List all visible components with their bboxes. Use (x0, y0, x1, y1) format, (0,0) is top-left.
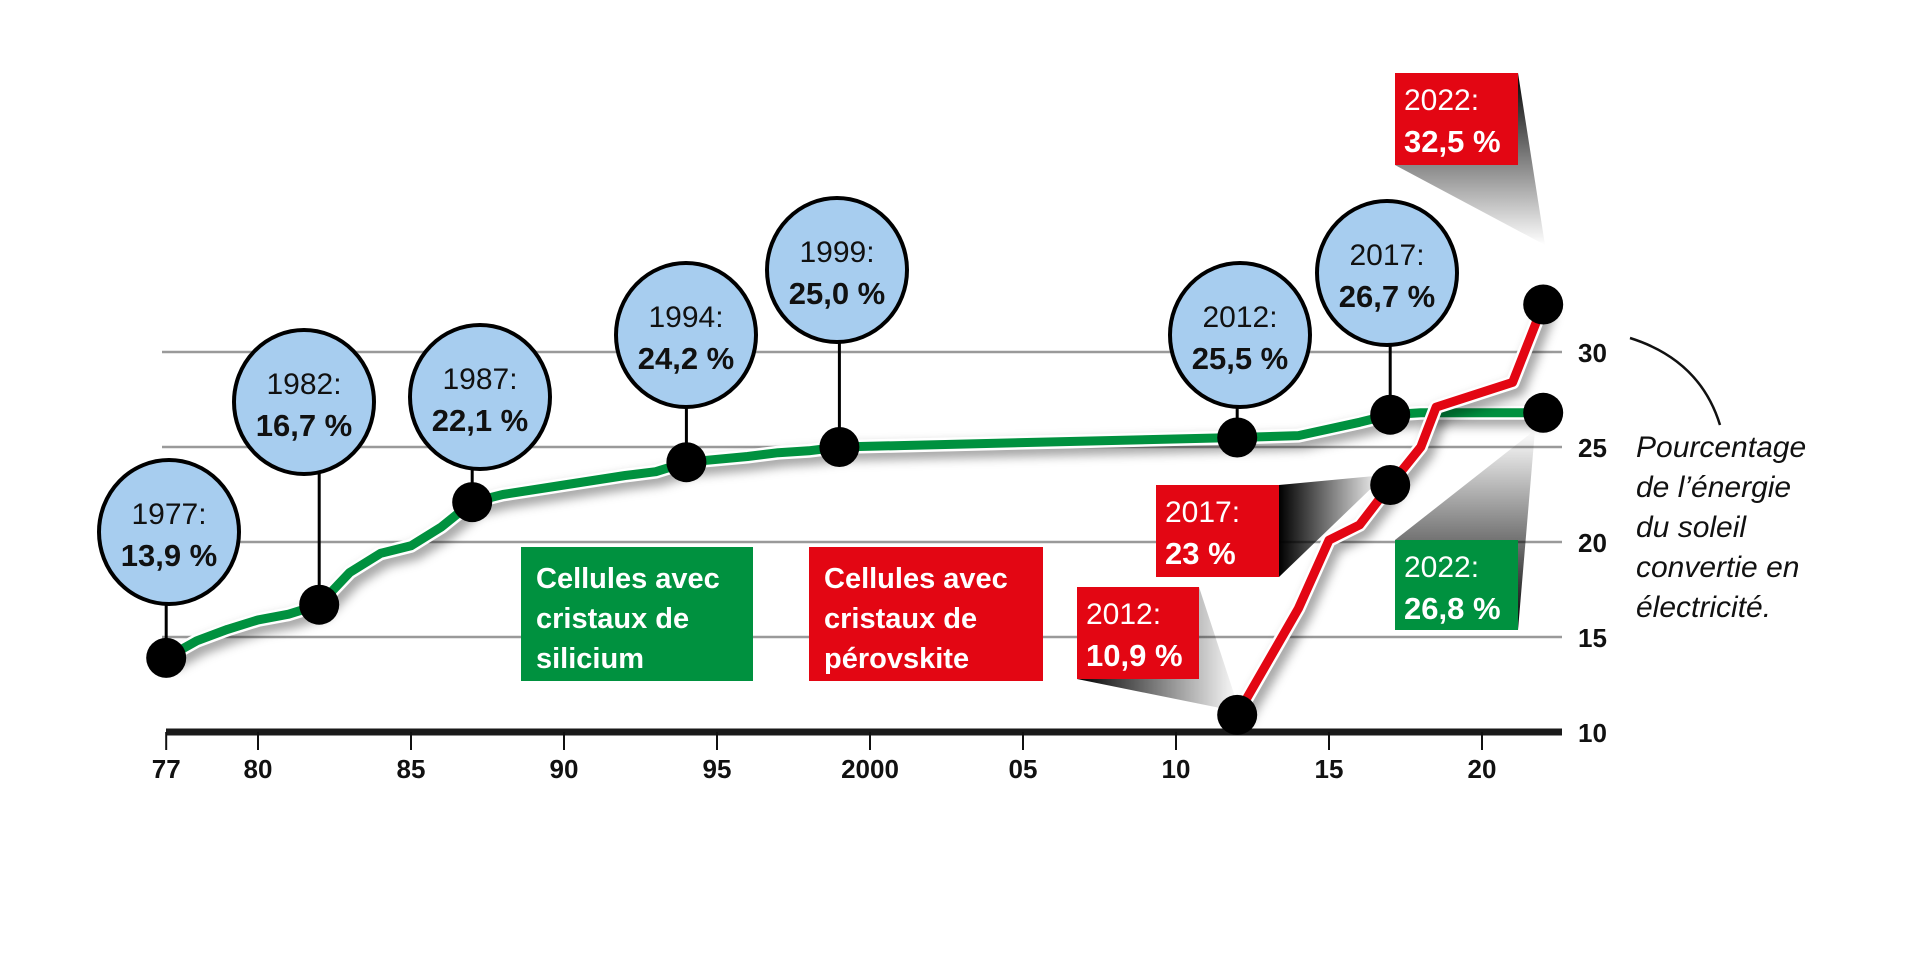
x-tick-label: 95 (703, 754, 732, 784)
data-points (146, 284, 1564, 735)
bubble-value: 16,7 % (256, 408, 353, 443)
legend-perovskite: Cellules avec cristaux de pérovskite (809, 547, 1043, 681)
callout-value: 32,5 % (1404, 124, 1501, 159)
callout-box (1077, 587, 1199, 679)
y-axis: 10 15 20 25 30 (1578, 338, 1607, 748)
y-tick-label: 25 (1578, 433, 1607, 463)
data-point (1523, 284, 1564, 325)
legend-perovskite-line: Cellules avec (824, 563, 1008, 595)
x-tick-label: 10 (1162, 754, 1191, 784)
bubble-year: 1999: (799, 236, 874, 269)
callout-value: 26,8 % (1404, 591, 1501, 626)
x-axis: 77 80 85 90 95 2000 05 10 15 20 (152, 732, 1497, 784)
annotation-line: électricité. (1636, 591, 1771, 624)
callout-year: 2022: (1404, 84, 1479, 117)
series-line-silicium (164, 408, 1544, 662)
bubble-value: 13,9 % (121, 538, 218, 573)
x-tick-label: 15 (1315, 754, 1344, 784)
x-tick-label: 20 (1468, 754, 1497, 784)
y-tick-label: 15 (1578, 623, 1607, 653)
bubble-value: 25,0 % (789, 276, 886, 311)
callout-year: 2012: (1086, 598, 1161, 631)
y-axis-annotation: Pourcentage de l’énergie du soleil conve… (1629, 336, 1806, 624)
data-point (819, 427, 860, 467)
bubble-value: 24,2 % (638, 341, 735, 376)
x-tick-label: 85 (397, 754, 426, 784)
bubble-year: 1977: (131, 498, 206, 531)
callout-year: 2017: (1165, 496, 1240, 529)
annotation-line: convertie en (1636, 551, 1799, 584)
y-tick-label: 30 (1578, 338, 1607, 368)
annotation-line: Pourcentage (1636, 431, 1806, 464)
bubble (97, 458, 241, 606)
annotation-arrow (1629, 336, 1722, 426)
bubble-year: 1994: (648, 301, 723, 334)
bubble (614, 261, 758, 409)
data-point (1370, 394, 1411, 435)
bubble (765, 196, 909, 344)
legend-perovskite-box (809, 547, 1043, 681)
annotation-line: de l’énergie (1636, 471, 1791, 504)
data-point (1523, 392, 1564, 433)
data-point (299, 584, 340, 625)
legend-perovskite-line: cristaux de (824, 603, 977, 635)
bubble (1168, 261, 1312, 409)
y-tick-label: 20 (1578, 528, 1607, 558)
legend-silicium-line: Cellules avec (536, 563, 720, 595)
data-point (146, 637, 187, 678)
data-point (452, 482, 493, 523)
bubble (232, 328, 376, 476)
data-point (666, 442, 707, 483)
bubble (408, 323, 552, 471)
x-tick-label: 05 (1009, 754, 1038, 784)
data-point (1370, 465, 1411, 505)
callout-box (1395, 73, 1518, 165)
bubble-year: 1982: (266, 368, 341, 401)
callout-year: 2022: (1404, 551, 1479, 584)
legend-silicium-line: cristaux de (536, 603, 689, 635)
callout-box (1395, 540, 1518, 630)
bubble-value: 26,7 % (1339, 279, 1436, 314)
bubble-year: 1987: (442, 363, 517, 396)
bubble-value: 25,5 % (1192, 341, 1289, 376)
callout-value: 23 % (1165, 536, 1236, 571)
bubble-year: 2017: (1349, 239, 1424, 272)
bubble-callouts: 1977: 13,9 % 1982: 16,7 % 1987: 22,1 % 1994: 24… (97, 196, 1459, 606)
box-callouts: 2012: 10,9 % 2017: 23 % 2022: 32,5 % 2022: 26,8… (1077, 73, 1518, 679)
y-tick-label: 10 (1578, 718, 1607, 748)
legend-perovskite-line: pérovskite (824, 643, 969, 675)
legend-silicium-line: silicium (536, 643, 644, 675)
annotation-line: du soleil (1636, 511, 1747, 544)
bubble-year: 2012: (1202, 301, 1277, 334)
callout-value: 10,9 % (1086, 638, 1183, 673)
bubble-value: 22,1 % (432, 403, 529, 438)
legend-silicium-box (521, 547, 753, 681)
data-point (1217, 694, 1258, 735)
callout-box (1156, 485, 1279, 577)
x-tick-label: 80 (244, 754, 273, 784)
callout-pointer (1279, 475, 1385, 577)
x-tick-label: 77 (152, 754, 181, 784)
data-point (1217, 417, 1258, 458)
legend-silicium: Cellules avec cristaux de silicium (521, 547, 753, 681)
x-tick-label: 2000 (841, 754, 899, 784)
x-tick-label: 90 (550, 754, 579, 784)
bubble (1315, 199, 1459, 347)
